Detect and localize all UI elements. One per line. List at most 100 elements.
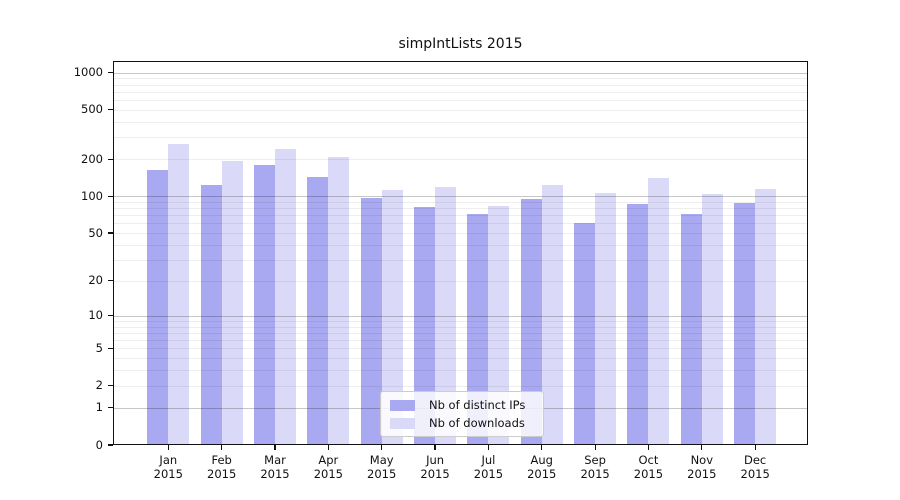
x-axis-year-jan: 2015 <box>153 467 183 481</box>
x-axis-year-sep: 2015 <box>580 467 610 481</box>
y-axis-label-5: 5 <box>95 340 103 355</box>
gridline-major-1000 <box>113 72 808 74</box>
bar-downloads-jul <box>488 206 510 445</box>
y-axis-label-20: 20 <box>88 273 103 288</box>
y-axis-label-2: 2 <box>95 378 103 393</box>
legend: Nb of distinct IPs Nb of downloads <box>380 391 544 437</box>
x-axis-year-jul: 2015 <box>473 467 504 481</box>
y-axis-tick-5 <box>108 347 113 349</box>
y-axis-label-50: 50 <box>88 225 103 240</box>
bar-downloads-jun <box>435 186 457 445</box>
y-axis-label-10: 10 <box>88 308 103 323</box>
x-axis-tick-jan <box>167 445 169 450</box>
y-axis-label-1000: 1000 <box>73 65 103 80</box>
x-axis-year-mar: 2015 <box>260 467 290 481</box>
bar-downloads-nov <box>701 193 723 445</box>
y-axis-tick-0 <box>108 444 113 446</box>
x-axis-tick-jul <box>487 445 489 450</box>
bar-distinct-ips-jul <box>467 214 489 445</box>
y-axis-tick-10 <box>108 315 113 317</box>
y-axis-tick-500 <box>108 109 113 111</box>
bar-downloads-mar <box>275 148 296 445</box>
x-axis-tick-mar <box>274 445 276 450</box>
x-axis-tick-nov <box>701 445 703 450</box>
gridline-600 <box>113 100 808 102</box>
gridline-400 <box>113 121 808 123</box>
x-axis-year-dec: 2015 <box>740 467 770 481</box>
y-axis-label-200: 200 <box>81 151 103 166</box>
bar-distinct-ips-nov <box>680 213 702 445</box>
x-axis-year-oct: 2015 <box>633 467 664 481</box>
bar-distinct-ips-may <box>360 197 382 445</box>
y-axis-label-1: 1 <box>95 400 103 415</box>
x-axis-label-may: May 2015 <box>352 453 412 481</box>
y-axis-tick-2 <box>108 385 113 387</box>
y-axis-tick-1 <box>108 407 113 409</box>
legend-swatch-downloads <box>390 417 415 429</box>
x-axis-year-jun: 2015 <box>420 467 450 481</box>
gridline-700 <box>113 91 808 93</box>
x-axis-tick-sep <box>594 445 596 450</box>
legend-row-distinct-ips: Nb of distinct IPs <box>390 398 533 412</box>
x-axis-tick-may <box>381 445 383 450</box>
bar-distinct-ips-sep <box>574 222 596 445</box>
legend-row-downloads: Nb of downloads <box>390 416 533 430</box>
x-axis-tick-jun <box>434 445 436 450</box>
y-axis-tick-1000 <box>108 71 113 74</box>
bar-distinct-ips-jun <box>414 207 436 445</box>
x-axis-label-aug: Aug 2015 <box>512 453 572 481</box>
legend-label-downloads: Nb of downloads <box>429 416 525 430</box>
gridline-900 <box>113 78 808 80</box>
x-axis-tick-apr <box>327 445 329 450</box>
y-axis-tick-200 <box>108 158 113 160</box>
y-axis-label-100: 100 <box>81 188 103 203</box>
bar-distinct-ips-apr <box>307 177 329 445</box>
x-axis-label-apr: Apr 2015 <box>298 453 358 481</box>
y-axis-label-500: 500 <box>81 102 103 117</box>
x-axis-label-jan: Jan 2015 <box>138 453 198 481</box>
x-axis-tick-aug <box>541 445 543 450</box>
x-axis-year-feb: 2015 <box>207 467 237 481</box>
x-axis-label-jul: Jul 2015 <box>458 453 518 481</box>
x-axis-tick-feb <box>221 445 223 450</box>
gridline-200 <box>113 159 808 161</box>
x-axis-tick-oct <box>647 445 650 450</box>
bar-distinct-ips-jan <box>147 170 169 445</box>
bar-downloads-oct <box>648 177 670 445</box>
x-axis-label-oct: Oct 2015 <box>618 453 678 481</box>
gridline-500 <box>113 109 808 111</box>
bar-downloads-dec <box>755 188 777 445</box>
chart-title: simpIntLists 2015 <box>398 36 523 52</box>
x-axis-label-mar: Mar 2015 <box>245 453 305 481</box>
x-axis-year-apr: 2015 <box>313 467 343 481</box>
y-axis-tick-50 <box>108 232 113 234</box>
x-axis-year-nov: 2015 <box>687 467 717 481</box>
gridline-800 <box>113 84 808 86</box>
legend-label-distinct-ips: Nb of distinct IPs <box>429 398 526 412</box>
bar-distinct-ips-mar <box>254 165 275 445</box>
x-axis-label-jun: Jun 2015 <box>405 453 465 481</box>
bar-downloads-may <box>381 190 403 445</box>
y-axis-tick-100 <box>108 195 113 197</box>
x-axis-year-aug: 2015 <box>527 467 557 481</box>
bar-distinct-ips-dec <box>734 203 756 445</box>
bar-downloads-aug <box>541 184 563 445</box>
y-axis-label-0: 0 <box>95 437 103 452</box>
legend-swatch-distinct-ips <box>390 399 415 411</box>
bar-distinct-ips-feb <box>200 184 222 445</box>
x-axis-label-sep: Sep 2015 <box>565 453 625 481</box>
gridline-300 <box>113 137 808 139</box>
bar-downloads-feb <box>221 160 243 445</box>
bar-distinct-ips-oct <box>627 204 649 445</box>
bar-downloads-apr <box>328 157 350 445</box>
x-axis-label-feb: Feb 2015 <box>192 453 252 481</box>
x-axis-year-may: 2015 <box>367 467 397 481</box>
bar-downloads-sep <box>595 192 617 445</box>
bar-downloads-jan <box>168 143 190 445</box>
bar-distinct-ips-aug <box>520 198 542 445</box>
y-axis-tick-20 <box>108 280 113 282</box>
x-axis-label-dec: Dec 2015 <box>725 453 785 481</box>
x-axis-label-nov: Nov 2015 <box>672 453 732 481</box>
x-axis-tick-dec <box>754 445 756 450</box>
